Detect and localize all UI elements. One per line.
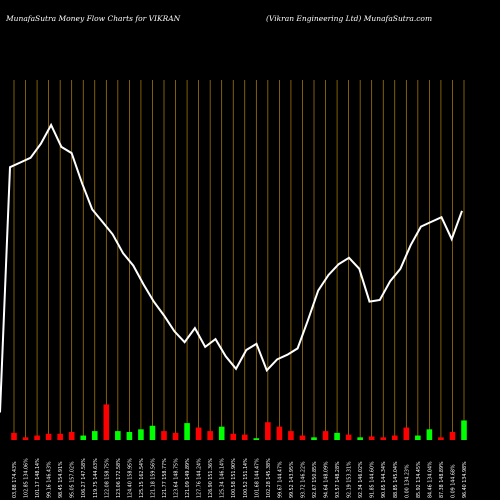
volume-bar [253, 438, 260, 440]
volume-bar [322, 431, 329, 440]
volume-bar [45, 433, 52, 440]
volume-bar [230, 433, 237, 440]
price-line [0, 122, 463, 413]
x-tick-label: 106.27 147.58% [81, 458, 87, 498]
volume-bar [126, 432, 133, 440]
volume-bar [438, 437, 444, 440]
x-tick-label: 92.67 150.85% [312, 461, 318, 498]
x-tick-label: 95.05 157.02% [70, 461, 76, 498]
x-tick-label: 100.52 151.14% [243, 458, 249, 498]
volume-bar [149, 425, 156, 440]
x-tick-label: 84.46 134.04% [427, 461, 433, 498]
x-tick-label: 90.65 144.34% [381, 461, 387, 498]
x-tick-label: 123.06 172.58% [116, 458, 122, 498]
chart-title: MunafaSutra Money Flow Charts for VIKRAN [6, 14, 181, 23]
volume-bar [184, 423, 190, 440]
volume-bar [288, 431, 294, 440]
volume-bar [34, 435, 40, 440]
x-tick-label: 126.90 151.36% [208, 458, 214, 498]
chart-subtitle: (Vikran Engineering Ltd) MunafaSutra.com [266, 14, 433, 23]
x-tick-label: 101.68 144.47% [254, 458, 260, 498]
x-tick-label: 121.09 149.89% [185, 458, 191, 498]
volume-bar [299, 435, 306, 440]
volume-bar [161, 431, 167, 440]
x-tick-label: 99.67 144.47% [277, 461, 283, 498]
x-tick-label: 100.58 151.90% [231, 458, 237, 498]
x-tick-label: 101.17 148.14% [35, 458, 41, 498]
x-tick-label: 87.38 148.89% [439, 461, 445, 498]
volume-bar [403, 427, 410, 440]
x-tick-labels: 03,88 174.43% 102.85 134.06% 101.17 148.14… [12, 458, 468, 498]
volume-bar [57, 433, 63, 440]
volume-bar [368, 436, 375, 440]
volume-bar [345, 434, 352, 440]
x-tick-label: 88.85 145.04% [393, 461, 399, 498]
x-tick-label: 125.34 146.14% [220, 458, 226, 498]
x-tick-label: 98.45 154.91% [58, 461, 64, 498]
volume-bar [334, 432, 340, 440]
volume-bar [80, 435, 87, 440]
volume-bar [426, 429, 433, 440]
volume-bar [391, 435, 398, 440]
x-tick-label: 122.08 158.75% [104, 458, 110, 498]
volume-bar [11, 432, 17, 440]
volume-bars [11, 404, 467, 440]
volume-bar [311, 437, 317, 440]
x-tick-label: 93.57 148.28% [335, 461, 341, 498]
x-tick-label: 121.18 159.56% [150, 458, 156, 498]
volume-bar [115, 431, 121, 440]
x-tick-label: 92.19 153.31% [347, 461, 353, 498]
x-tick-label: 123.64 148.75% [174, 458, 180, 498]
x-tick-label: 102.85 134.06% [24, 458, 30, 498]
volume-bar [172, 432, 179, 440]
x-tick-label: 96.40 134.98% [462, 461, 468, 498]
volume-bar [103, 404, 110, 440]
volume-bar [218, 426, 225, 440]
volume-bar [241, 434, 248, 440]
x-tick-label: 99.16 146.43% [47, 461, 53, 498]
volume-bar [68, 432, 75, 440]
volume-bar [415, 435, 421, 440]
x-tick-label: 102.28 145.38% [266, 458, 272, 498]
x-tick-label: 85.92 134.45% [416, 461, 422, 498]
x-tick-label: 03,88 174.43% [12, 461, 18, 498]
volume-bar [449, 432, 456, 440]
volume-bar [276, 426, 283, 440]
volume-bar [461, 420, 467, 440]
volume-bar [207, 431, 213, 440]
chart-grid [13, 80, 465, 440]
volume-bar [357, 437, 363, 440]
volume-bar [22, 437, 29, 440]
x-tick-label: 92.34 146.02% [358, 461, 364, 498]
x-tick-label: 121.77 158.77% [162, 458, 168, 498]
x-tick-label: 125.15 162.54% [139, 458, 145, 498]
volume-bar [138, 429, 144, 440]
volume-bar [91, 431, 98, 440]
x-tick-label: 0.00 134.23% [404, 464, 410, 498]
volume-bar [195, 427, 202, 440]
volume-bar [380, 437, 387, 440]
x-tick-label: 0.09 144.68% [450, 464, 456, 498]
x-tick-label: 93.72 146.22% [300, 461, 306, 498]
x-tick-label: 94.64 148.09% [324, 461, 330, 498]
x-tick-label: 119.75 144.63% [93, 458, 99, 498]
x-tick-label: 124.40 158.95% [127, 458, 133, 498]
x-tick-label: 91.85 144.60% [370, 461, 376, 498]
volume-bar [265, 422, 271, 440]
x-tick-label: 127.76 144.24% [197, 458, 203, 498]
price-line-path [0, 122, 463, 413]
x-tick-label: 99.52 143.95% [289, 461, 295, 498]
